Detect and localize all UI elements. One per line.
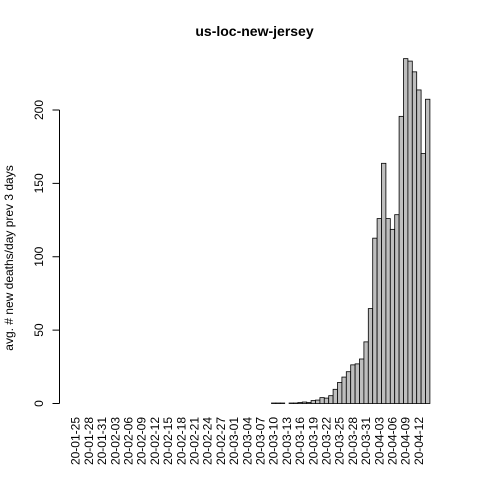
bar-20-04-10 — [407, 60, 413, 404]
bar-20-04-12 — [416, 89, 422, 404]
y-axis-label: avg. # new deaths/day prev 3 days — [2, 165, 16, 350]
x-tick-label: 20-03-10 — [267, 417, 281, 465]
bar-20-04-14 — [425, 98, 431, 404]
x-axis: 20-01-25 20-01-28 20-01-31 20-02-03 20-02-06… — [69, 417, 426, 465]
x-tick-label: 20-03-19 — [306, 417, 320, 465]
bar-20-03-27 — [345, 371, 352, 404]
bar-20-04-03 — [376, 218, 382, 404]
x-tick-label: 20-03-13 — [280, 417, 294, 465]
bar-20-04-09 — [403, 58, 409, 404]
y-tick-label: 150 — [32, 173, 46, 193]
x-tick-label: 20-03-16 — [293, 417, 307, 465]
x-tick-label: 20-01-25 — [69, 417, 83, 465]
x-tick-label: 20-03-28 — [346, 417, 360, 465]
x-tick-label: 20-02-24 — [201, 417, 215, 465]
bar-20-03-16 — [297, 402, 303, 404]
x-tick-label: 20-03-25 — [333, 417, 347, 465]
bar-20-04-02 — [372, 237, 378, 404]
x-tick-label: 20-02-21 — [188, 417, 202, 465]
x-tick-label: 20-02-27 — [214, 417, 228, 465]
bar-20-03-17 — [301, 401, 308, 404]
x-tick-label: 20-03-31 — [359, 417, 373, 465]
x-tick-label: 20-04-09 — [399, 417, 413, 465]
x-tick-label: 20-03-22 — [320, 417, 334, 465]
x-tick-label: 20-02-09 — [135, 417, 149, 465]
y-tick-label: 200 — [32, 100, 46, 120]
x-tick-label: 20-03-04 — [240, 417, 254, 465]
x-tick-label: 20-03-07 — [254, 417, 268, 465]
bar-20-04-11 — [411, 71, 418, 404]
chart-title: us-loc-new-jersey — [195, 23, 313, 39]
bar-20-03-21 — [319, 397, 325, 404]
bar-20-04-07 — [394, 214, 400, 404]
bar-20-03-25 — [337, 382, 343, 404]
x-tick-label: 20-02-06 — [122, 417, 136, 465]
x-tick-label: 20-01-28 — [82, 417, 96, 465]
bar-20-04-13 — [420, 153, 426, 404]
y-tick-label: 50 — [32, 323, 46, 337]
bar-20-03-23 — [328, 395, 334, 404]
bar-20-03-18 — [306, 402, 312, 404]
x-tick-label: 20-01-31 — [95, 417, 109, 465]
bar-20-03-30 — [359, 358, 365, 404]
x-tick-label: 20-03-01 — [227, 417, 241, 465]
bar-20-03-24 — [332, 388, 338, 404]
x-tick-label: 20-02-18 — [174, 417, 188, 465]
x-tick-label: 20-02-15 — [161, 417, 175, 465]
bar-20-03-20 — [315, 399, 321, 404]
x-tick-label: 20-04-03 — [372, 417, 386, 465]
bar-20-04-08 — [398, 115, 404, 404]
y-axis: 0 50 100 150 200 — [32, 100, 60, 407]
bar-20-03-29 — [354, 363, 360, 404]
x-tick-label: 20-04-06 — [386, 417, 400, 465]
x-tick-label: 20-04-12 — [412, 417, 426, 465]
bar-20-04-01 — [367, 308, 374, 404]
bar-20-03-31 — [363, 341, 369, 404]
y-tick-label: 0 — [32, 400, 46, 407]
bar-20-04-06 — [389, 228, 396, 404]
bar-20-03-19 — [310, 400, 316, 404]
bar-20-03-22 — [323, 397, 330, 404]
y-tick-label: 100 — [32, 246, 46, 266]
x-tick-label: 20-02-03 — [108, 417, 122, 465]
x-tick-label: 20-02-12 — [148, 417, 162, 465]
bar-20-04-05 — [385, 218, 391, 404]
bar-20-04-04 — [381, 162, 387, 404]
bars — [271, 58, 431, 404]
bar-20-03-26 — [341, 376, 347, 404]
bar-20-03-28 — [350, 364, 356, 404]
